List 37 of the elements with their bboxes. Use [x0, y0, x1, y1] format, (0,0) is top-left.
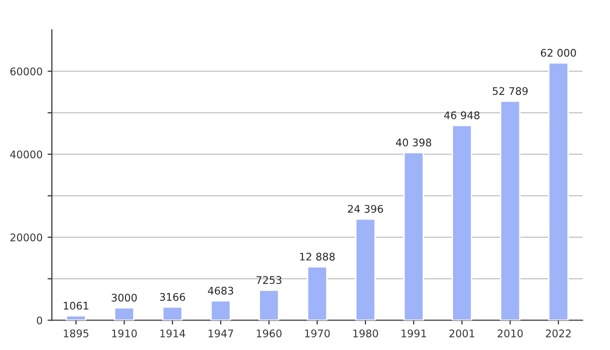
- x-tick-label: 1980: [353, 329, 378, 338]
- bar: [548, 62, 569, 320]
- data-label: 40 398: [396, 138, 432, 146]
- data-label: 1061: [64, 302, 88, 310]
- data-label: 46 948: [444, 111, 480, 120]
- bar: [66, 315, 86, 320]
- bar: [500, 100, 521, 320]
- data-label: 12 888: [300, 252, 335, 261]
- y-tick-label: 0: [36, 316, 42, 324]
- data-label: 3166: [160, 293, 186, 301]
- bar: [306, 266, 328, 320]
- data-label: 52 789: [492, 87, 528, 95]
- x-tick-label: 1970: [305, 329, 330, 338]
- bar: [355, 218, 376, 320]
- data-label: 7253: [256, 276, 282, 284]
- bar: [210, 300, 232, 320]
- y-tick-label: 60000: [10, 67, 42, 76]
- x-tick-label: 1960: [256, 329, 282, 338]
- x-tick-label: 1914: [160, 329, 186, 338]
- x-tick-label: 1910: [112, 329, 137, 338]
- x-tick-label: 1991: [402, 329, 426, 338]
- x-tick-label: 2022: [546, 329, 571, 338]
- data-label: 62 000: [540, 48, 576, 57]
- y-tick-label: 20000: [10, 233, 42, 242]
- bar: [258, 289, 280, 320]
- x-tick-label: 1895: [64, 329, 88, 338]
- x-tick-label: 2001: [449, 329, 474, 338]
- bar: [403, 152, 424, 320]
- x-tick-label: 1947: [208, 329, 234, 338]
- y-tick-label: 40000: [10, 150, 42, 158]
- data-label: 3000: [112, 294, 137, 302]
- bar: [162, 306, 183, 320]
- data-label: 4683: [208, 286, 234, 295]
- x-tick-label: 2010: [498, 329, 523, 338]
- bar: [114, 307, 135, 320]
- bar: [452, 124, 472, 320]
- data-label: 24 396: [348, 204, 384, 213]
